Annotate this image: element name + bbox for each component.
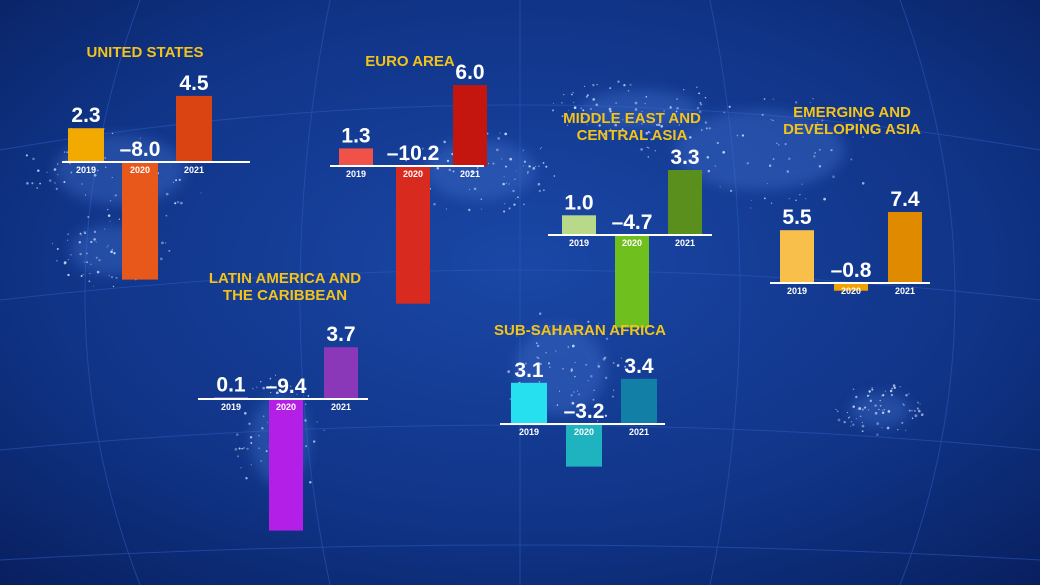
- bar-2021: [176, 95, 212, 162]
- chart-title-line: DEVELOPING ASIA: [783, 121, 921, 138]
- tick-label-2020: 2020: [622, 238, 642, 248]
- panel-euro-area: EURO AREA 2019 1.3 2020 –10.2 2021 6.0: [330, 53, 487, 304]
- bar-2021: [668, 170, 702, 235]
- value-label-2021: 3.4: [624, 355, 654, 378]
- chart-title-line: UNITED STATES: [87, 44, 204, 61]
- tick-label-2020: 2020: [841, 286, 861, 296]
- value-label-2020: –4.7: [612, 211, 653, 234]
- value-label-2020: –10.2: [387, 142, 440, 165]
- value-label-2019: 2.3: [71, 104, 100, 127]
- tick-label-2021: 2021: [460, 169, 480, 179]
- bar-2020: [269, 399, 303, 531]
- value-label-2021: 3.7: [326, 323, 355, 346]
- tick-label-2021: 2021: [184, 165, 204, 175]
- tick-label-2021: 2021: [331, 402, 351, 412]
- bar-2020: [396, 166, 430, 304]
- chart-title-line: THE CARIBBEAN: [223, 287, 347, 304]
- value-label-2021: 7.4: [890, 188, 920, 211]
- bar-2019: [780, 230, 814, 283]
- bar-2019: [562, 215, 596, 235]
- tick-label-2021: 2021: [895, 286, 915, 296]
- tick-label-2021: 2021: [629, 427, 649, 437]
- bar-2021: [888, 212, 922, 283]
- chart-title-line: SUB-SAHARAN AFRICA: [494, 322, 666, 339]
- tick-label-2020: 2020: [276, 402, 296, 412]
- tick-label-2020: 2020: [574, 427, 594, 437]
- tick-label-2020: 2020: [130, 165, 150, 175]
- bar-2020: [834, 283, 868, 291]
- bar-2021: [453, 85, 487, 166]
- value-label-2019: 5.5: [782, 206, 812, 229]
- bar-2020: [566, 424, 602, 467]
- value-label-2020: –8.0: [120, 138, 161, 161]
- bar-2019: [68, 128, 104, 162]
- chart-title-line: EMERGING AND: [793, 104, 911, 121]
- value-label-2020: –3.2: [564, 400, 605, 423]
- bar-2020: [615, 235, 649, 328]
- chart-title-line: MIDDLE EAST AND: [563, 110, 701, 127]
- panel-sub-saharan-africa: SUB-SAHARAN AFRICA 2019 3.1 2020 –3.2 2021 3.4: [494, 322, 666, 467]
- tick-label-2019: 2019: [787, 286, 807, 296]
- chart-title-line: EURO AREA: [365, 53, 455, 70]
- value-label-2021: 4.5: [179, 72, 209, 95]
- chart-title-line: LATIN AMERICA AND: [209, 270, 361, 287]
- value-label-2020: –9.4: [266, 375, 307, 398]
- value-label-2021: 3.3: [670, 146, 699, 169]
- tick-label-2019: 2019: [346, 169, 366, 179]
- value-label-2019: 3.1: [514, 359, 544, 382]
- tick-label-2020: 2020: [403, 169, 423, 179]
- tick-label-2019: 2019: [519, 427, 539, 437]
- bar-2019: [511, 382, 547, 424]
- bar-2020: [122, 162, 158, 280]
- panel-united-states: UNITED STATES 2019 2.3 2020 –8.0 2021 4.5: [62, 44, 250, 280]
- value-label-2019: 1.0: [564, 191, 593, 214]
- chart-title-line: CENTRAL ASIA: [577, 127, 688, 144]
- region-panels: UNITED STATES 2019 2.3 2020 –8.0 2021 4.5 EURO …: [62, 44, 930, 531]
- value-label-2021: 6.0: [455, 61, 484, 84]
- value-label-2020: –0.8: [831, 259, 872, 282]
- tick-label-2019: 2019: [76, 165, 96, 175]
- tick-label-2021: 2021: [675, 238, 695, 248]
- bar-2021: [324, 347, 358, 399]
- value-label-2019: 1.3: [341, 124, 370, 147]
- value-label-2019: 0.1: [216, 374, 246, 397]
- tick-label-2019: 2019: [221, 402, 241, 412]
- bar-2019: [339, 148, 373, 166]
- bar-2021: [621, 378, 657, 424]
- tick-label-2019: 2019: [569, 238, 589, 248]
